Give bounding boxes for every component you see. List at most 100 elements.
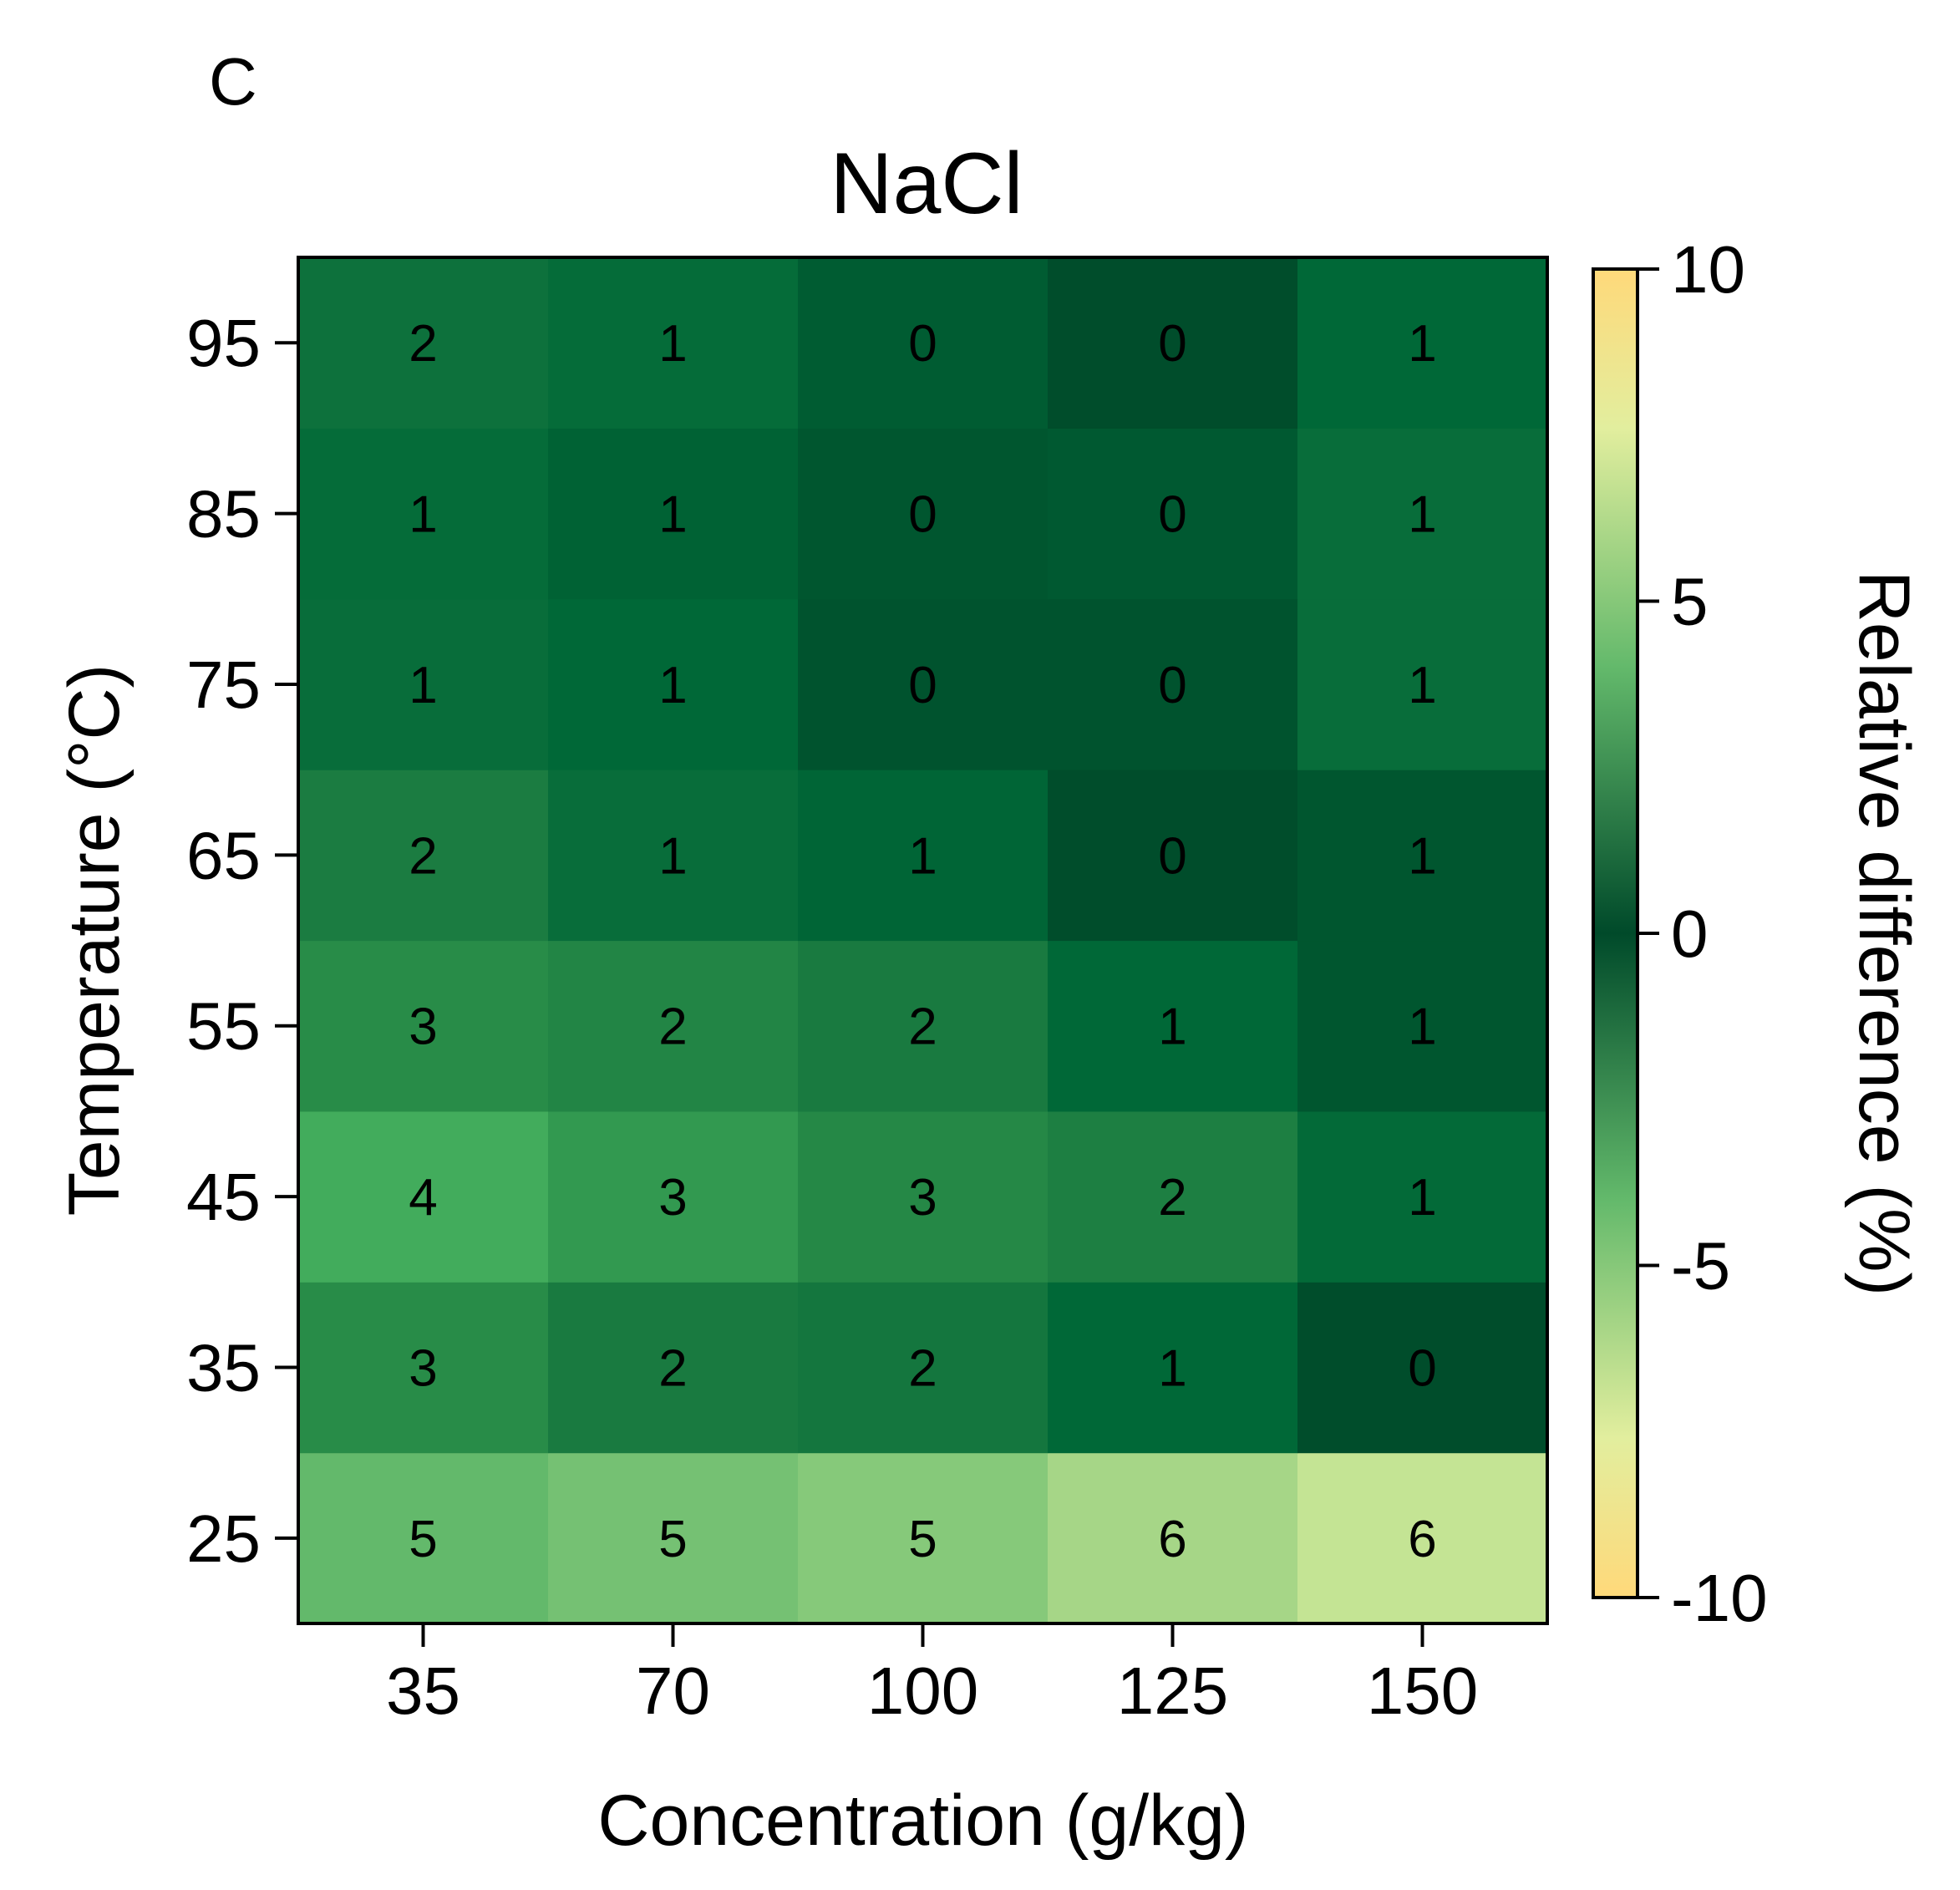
heatmap-cell — [298, 770, 549, 942]
heatmap-cell — [298, 598, 549, 770]
cell-value-label: 6 — [1158, 1511, 1186, 1568]
cell-value-label: 2 — [409, 827, 437, 885]
cell-value-label: 2 — [1158, 1169, 1186, 1227]
heatmap-cell — [798, 1452, 1049, 1624]
heatmap-cell — [1297, 1452, 1548, 1624]
colorbar-tick-label: -5 — [1671, 1229, 1730, 1303]
cell-value-label: 5 — [658, 1511, 687, 1568]
x-tick-label: 35 — [386, 1654, 460, 1728]
y-tick-label: 65 — [186, 818, 261, 892]
heatmap-cell — [798, 598, 1049, 770]
heatmap-cell — [548, 1282, 799, 1454]
cell-value-label: 0 — [908, 486, 937, 544]
cell-value-label: 1 — [1408, 315, 1436, 373]
heatmap-cell — [548, 940, 799, 1112]
cell-value-label: 0 — [1158, 315, 1186, 373]
x-axis-label: Concentration (g/kg) — [597, 1781, 1248, 1861]
heatmap-cell — [298, 428, 549, 600]
cell-value-label: 5 — [908, 1511, 937, 1568]
x-tick-label: 70 — [636, 1654, 710, 1728]
heatmap-cell — [298, 1282, 549, 1454]
y-tick-label: 55 — [186, 989, 261, 1064]
heatmap-cell — [1048, 1282, 1298, 1454]
cell-value-label: 1 — [1158, 998, 1186, 1056]
heatmap-cell — [1297, 1282, 1548, 1454]
cell-value-label: 1 — [409, 657, 437, 714]
y-tick-label: 75 — [186, 648, 261, 722]
cell-value-label: 1 — [658, 827, 687, 885]
heatmap-cell — [298, 1452, 549, 1624]
y-axis-label: Temperature (°C) — [54, 664, 135, 1216]
heatmap-cell — [298, 1110, 549, 1283]
heatmap-cell — [548, 770, 799, 942]
colorbar-tick-label: 5 — [1671, 565, 1709, 639]
heatmap-cell — [1297, 770, 1548, 942]
cell-value-label: 1 — [409, 486, 437, 544]
cell-value-label: 0 — [1158, 657, 1186, 714]
colorbar-tick-label: -10 — [1671, 1561, 1768, 1635]
y-tick-label: 25 — [186, 1501, 261, 1576]
heatmap-cell — [298, 257, 549, 429]
cell-value-label: 1 — [908, 827, 937, 885]
y-axis-ticks: 25 35 45 55 65 75 85 95 — [186, 306, 298, 1576]
heatmap-cell-labels: 5 5 5 6 6 3 2 2 1 0 4 3 3 2 1 3 2 2 1 1 2 1 1 0 1 1 1 0 0 1 1 1 0 0 1 2 1 0 0 1 — [409, 315, 1436, 1568]
cell-value-label: 1 — [1408, 998, 1436, 1056]
cell-value-label: 1 — [1408, 1169, 1436, 1227]
cell-value-label: 0 — [908, 657, 937, 714]
heatmap-cell — [1297, 598, 1548, 770]
heatmap-cell — [1048, 940, 1298, 1112]
heatmap-cell — [1297, 940, 1548, 1112]
cell-value-label: 2 — [409, 315, 437, 373]
x-tick-label: 150 — [1367, 1654, 1478, 1728]
panel-label: C — [209, 44, 257, 119]
heatmap-cell — [1048, 257, 1298, 429]
heatmap-cell — [548, 1452, 799, 1624]
cell-value-label: 1 — [1158, 1339, 1186, 1397]
heatmap-cell — [798, 1282, 1049, 1454]
cell-value-label: 0 — [908, 315, 937, 373]
cell-value-label: 2 — [658, 1339, 687, 1397]
y-tick-label: 35 — [186, 1330, 261, 1405]
heatmap-cell — [548, 1110, 799, 1283]
y-tick-label: 45 — [186, 1160, 261, 1234]
cell-value-label: 2 — [908, 998, 937, 1056]
cell-value-label: 2 — [658, 998, 687, 1056]
cell-value-label: 1 — [1408, 827, 1436, 885]
cell-value-label: 5 — [409, 1511, 437, 1568]
heatmap-cells — [298, 257, 1548, 1624]
cell-value-label: 2 — [908, 1339, 937, 1397]
cell-value-label: 1 — [658, 486, 687, 544]
cell-value-label: 1 — [1408, 486, 1436, 544]
x-tick-label: 125 — [1117, 1654, 1228, 1728]
heatmap-cell — [1297, 428, 1548, 600]
colorbar — [1592, 267, 1639, 1599]
cell-value-label: 1 — [1408, 657, 1436, 714]
y-tick-label: 85 — [186, 477, 261, 551]
cell-value-label: 0 — [1158, 486, 1186, 544]
cell-value-label: 3 — [908, 1169, 937, 1227]
cell-value-label: 6 — [1408, 1511, 1436, 1568]
heatmap-cell — [1048, 770, 1298, 942]
y-tick-label: 95 — [186, 306, 261, 380]
heatmap-cell — [298, 940, 549, 1112]
cell-value-label: 1 — [658, 657, 687, 714]
colorbar-ticks: 10 5 0 -5 -10 — [1638, 232, 1768, 1635]
chart-title: NaCl — [830, 135, 1023, 232]
heatmap-cell — [1048, 598, 1298, 770]
cell-value-label: 3 — [658, 1169, 687, 1227]
x-tick-label: 100 — [867, 1654, 978, 1728]
heatmap-cell — [1048, 428, 1298, 600]
heatmap-cell — [798, 770, 1049, 942]
heatmap-cell — [798, 1110, 1049, 1283]
x-axis-ticks: 35 70 100 125 150 — [386, 1623, 1478, 1728]
heatmap-cell — [1048, 1452, 1298, 1624]
heatmap-cell — [548, 428, 799, 600]
heatmap-cell — [548, 598, 799, 770]
heatmap-cell — [798, 428, 1049, 600]
heatmap-cell — [1297, 1110, 1548, 1283]
heatmap-cell — [1048, 1110, 1298, 1283]
cell-value-label: 0 — [1158, 827, 1186, 885]
cell-value-label: 3 — [409, 1339, 437, 1397]
cell-value-label: 4 — [409, 1169, 437, 1227]
